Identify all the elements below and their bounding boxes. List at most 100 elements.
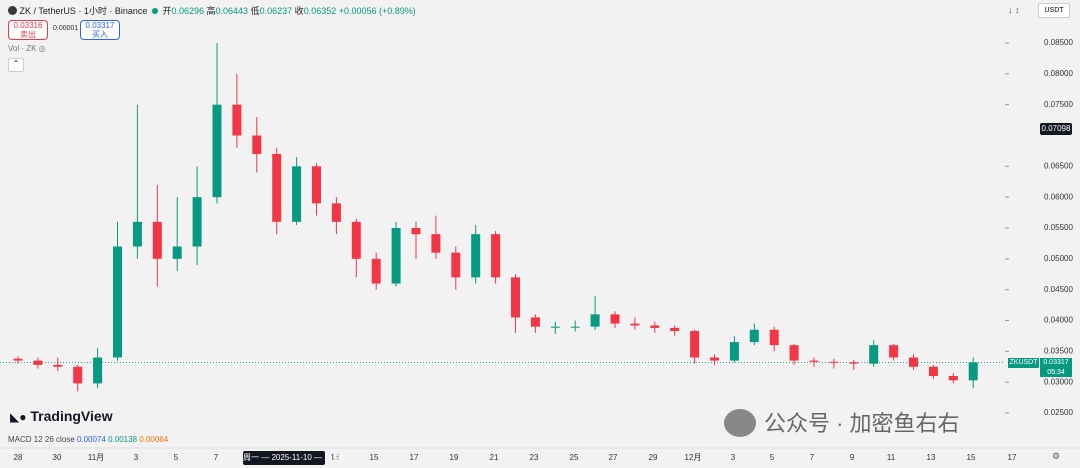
time-label: 29	[649, 453, 658, 462]
time-label: 15	[370, 453, 379, 462]
time-label: 17	[410, 453, 419, 462]
crosshair-time: 周一 — 2025-11-10 — 11:00	[243, 451, 344, 465]
time-label: 5	[770, 453, 775, 462]
time-label: 5	[174, 453, 179, 462]
candle-body	[331, 203, 341, 222]
buy-button[interactable]: 0.03317 买入	[80, 20, 120, 40]
price-tick-label: 0.07500	[1044, 100, 1073, 109]
candle-body	[252, 135, 262, 154]
low-label: 低	[250, 6, 260, 16]
candle-body	[232, 104, 242, 136]
time-label: 21	[490, 453, 499, 462]
candle-body	[710, 357, 719, 361]
candle-body	[152, 221, 162, 259]
open-value: 0.06296	[171, 6, 204, 16]
time-label: 12月	[685, 453, 702, 462]
candle-body	[809, 360, 819, 362]
low-value: 0.06237	[259, 6, 293, 16]
header: ZK / TetherUS · 1小时 · Binance 开0.06296 高…	[8, 4, 416, 17]
macd-legend: MACD 12 26 close 0.00074 0.00138 0.00064	[8, 435, 168, 444]
time-label: 3	[731, 453, 736, 462]
macd-label: MACD 12 26 close	[8, 435, 75, 444]
candle-body	[749, 329, 759, 343]
candle-body	[729, 342, 739, 361]
watermark: 公众号 · 加密鱼右右	[724, 406, 960, 438]
price-tick-label: 0.05500	[1044, 223, 1073, 232]
time-label: 23	[530, 453, 539, 462]
candle-body	[113, 246, 122, 358]
watermark-text: 公众号 · 加密鱼右右	[764, 411, 960, 436]
macd-value: 0.00138	[108, 435, 138, 444]
volume-label[interactable]: Vol · ZK ◎	[8, 44, 46, 53]
candle-body	[610, 314, 620, 324]
macd-value: 0.00064	[139, 435, 169, 444]
price-tick-label: 0.03500	[1044, 346, 1073, 355]
time-label: 13	[927, 453, 936, 462]
last-price: 0.03317	[1040, 358, 1072, 368]
settings-icon[interactable]: ⚙	[1052, 451, 1061, 461]
candle-body	[968, 362, 978, 381]
candle-body	[172, 246, 182, 259]
time-label: 17	[1008, 453, 1017, 462]
candle-body	[690, 330, 700, 358]
close-value: 0.06352	[303, 6, 337, 16]
candle-body	[371, 258, 381, 284]
crosshair-price: 0.07098	[1040, 123, 1072, 135]
candle-body	[650, 325, 660, 328]
price-tick-label: 0.05000	[1044, 254, 1073, 263]
toolbar-arrows[interactable]: ↓ ↕	[1008, 5, 1020, 15]
last-price-label: ZKUSDT 0.03317 05:34	[1008, 358, 1072, 377]
change: +0.00056 (+0.89%)	[338, 6, 416, 16]
time-label: 11	[887, 453, 896, 462]
price-tick-label: 0.06500	[1044, 161, 1073, 170]
time-label: 7	[214, 453, 219, 462]
candle-body	[869, 345, 879, 364]
candle-body	[192, 197, 202, 247]
candle-body	[889, 345, 899, 358]
spread: 0.00001	[53, 25, 79, 32]
candle-body	[33, 360, 43, 365]
sell-label: 卖出	[20, 30, 36, 39]
candle-body	[471, 234, 481, 278]
price-tick-label: 0.08500	[1044, 38, 1073, 47]
candle-body	[411, 228, 421, 235]
candle-body	[212, 104, 222, 198]
time-label: 9	[850, 453, 855, 462]
open-label: 开	[162, 6, 172, 16]
last-symbol: ZKUSDT	[1008, 358, 1039, 368]
volume-text: Vol · ZK	[8, 44, 37, 53]
candle-body	[511, 277, 520, 318]
price-tick-label: 0.02500	[1044, 408, 1073, 417]
wechat-icon	[724, 409, 756, 437]
candle-body	[13, 358, 23, 361]
candle-body	[53, 364, 63, 367]
candle-body	[928, 366, 938, 376]
time-label: 7	[810, 453, 815, 462]
sell-button[interactable]: 0.03316 卖出	[8, 20, 48, 40]
logo: ◣● TradingView	[10, 408, 113, 424]
price-tick-label: 0.03000	[1044, 377, 1073, 386]
candle-body	[292, 166, 302, 222]
time-label: 25	[570, 453, 579, 462]
candle-body	[550, 326, 560, 328]
time-label: 3	[134, 453, 139, 462]
time-label: 19	[450, 453, 459, 462]
candle-body	[789, 345, 799, 361]
logo-text: TradingView	[30, 408, 113, 424]
symbol[interactable]: ZK / TetherUS · 1小时 · Binance	[19, 6, 148, 16]
candle-body	[530, 317, 540, 327]
close-label: 收	[294, 6, 304, 16]
candle-body	[829, 361, 839, 363]
macd-value: 0.00074	[76, 435, 106, 444]
candle-body	[909, 357, 918, 367]
countdown: 05:34	[1040, 368, 1072, 377]
candle-body	[93, 357, 103, 384]
time-label: 30	[53, 453, 62, 462]
currency-button[interactable]: USDT	[1038, 3, 1070, 18]
buy-price: 0.03317	[85, 21, 115, 30]
candle-body	[73, 366, 83, 384]
candle-body	[670, 327, 680, 331]
sell-price: 0.03316	[13, 21, 43, 30]
collapse-button[interactable]: ⌃	[8, 58, 24, 72]
